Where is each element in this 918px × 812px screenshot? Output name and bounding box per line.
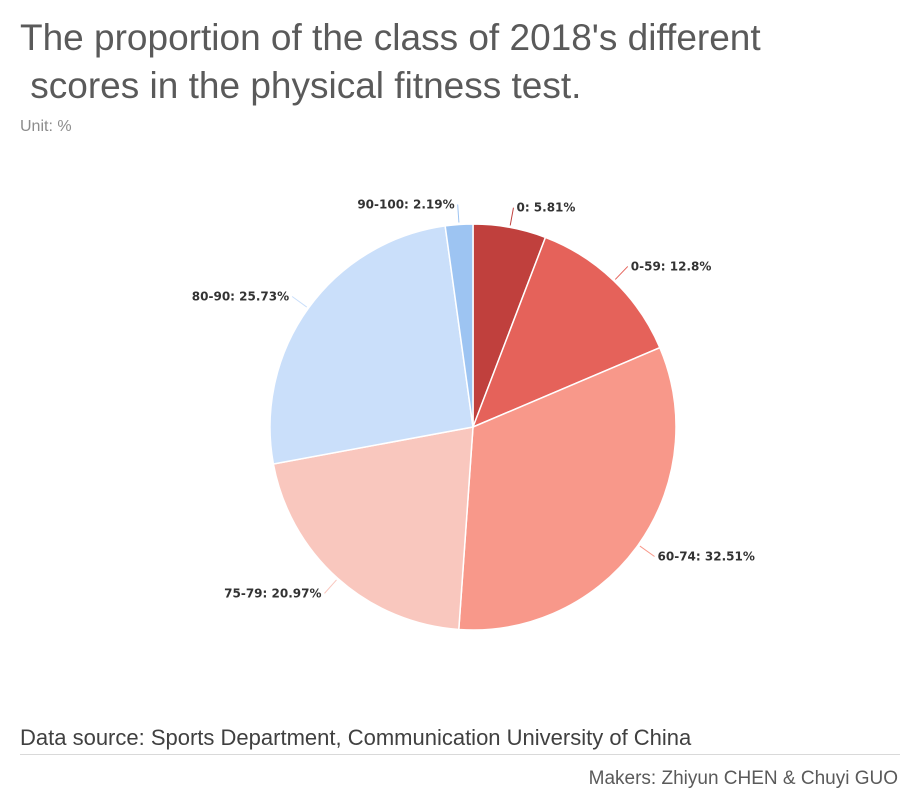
leader-line <box>509 207 514 226</box>
data-label: 80-90: 25.73% <box>192 290 289 304</box>
data-label: 75-79: 20.97% <box>224 586 321 600</box>
data-source: Data source: Sports Department, Communic… <box>20 725 692 750</box>
pie-chart: 0: 5.81% 0-59: 12.8% 60-74: 32.51% 75-79: 2… <box>192 198 755 631</box>
data-label: 0-59: 12.8% <box>631 259 712 273</box>
pie-slices <box>269 223 677 631</box>
pie-slice-0-59 <box>471 236 661 429</box>
leader-line <box>614 266 629 280</box>
leader-line <box>324 579 337 594</box>
pie-slice-90-100 <box>444 223 474 428</box>
footer-divider <box>20 754 900 755</box>
leader-line <box>291 296 308 308</box>
data-label: 60-74: 32.51% <box>658 550 755 564</box>
pie-slice-80-90 <box>269 225 474 465</box>
data-label: 0: 5.81% <box>516 201 575 215</box>
chart-unit: Unit: % <box>20 118 72 135</box>
pie-slice-75-79 <box>272 426 474 631</box>
chart-title: The proportion of the class of 2018's di… <box>20 17 761 106</box>
pie-leader-lines <box>291 204 655 594</box>
pie-slice-60-74 <box>457 346 677 631</box>
makers-credit: Makers: Zhiyun CHEN & Chuyi GUO <box>588 768 898 789</box>
data-label: 90-100: 2.19% <box>357 198 454 212</box>
pie-data-labels: 0: 5.81% 0-59: 12.8% 60-74: 32.51% 75-79: 2… <box>192 198 755 601</box>
leader-line <box>457 204 460 223</box>
leader-line <box>639 545 655 557</box>
